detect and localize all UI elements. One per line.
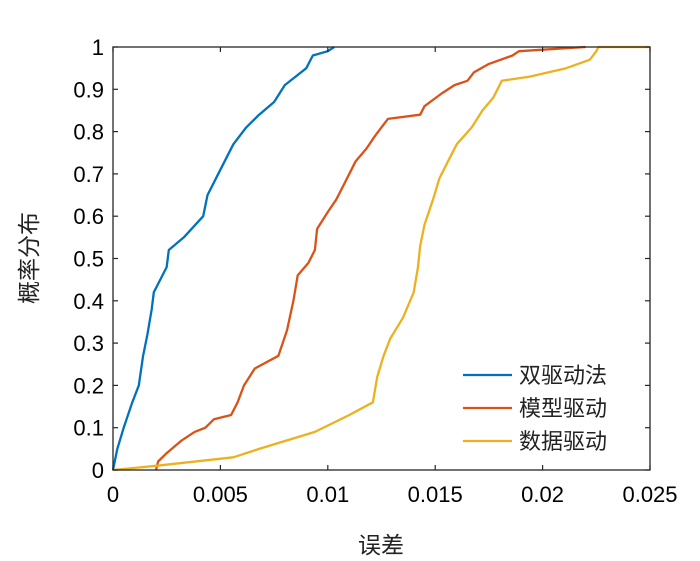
x-tick-label: 0.01	[306, 482, 349, 507]
y-tick-label: 0.6	[73, 204, 104, 229]
y-tick-label: 0.3	[73, 331, 104, 356]
legend-label-2: 模型驱动	[519, 397, 607, 422]
x-tick-label: 0.02	[521, 482, 564, 507]
series-line-3	[112, 45, 650, 472]
y-tick-label: 0.7	[73, 162, 104, 187]
legend-label-1: 双驱动法	[519, 364, 607, 389]
series-line-1	[111, 46, 335, 471]
y-tick-label: 0.2	[73, 373, 104, 398]
y-tick-label: 0.5	[73, 247, 104, 272]
series-layer	[111, 45, 650, 472]
y-tick-label: 0.1	[73, 416, 104, 441]
y-tick-label: 0.9	[73, 77, 104, 102]
y-axis-title: 概率分布	[17, 212, 43, 304]
y-tick-label: 0.8	[73, 120, 104, 145]
y-tick-label: 0.4	[73, 289, 104, 314]
series-line-2	[154, 45, 586, 471]
x-tick-label: 0	[107, 482, 119, 507]
ticks-layer: 0 0.005 0.01 0.015 0.02 0.025 0 0.1 0.2 0.3 0.4 0.5…	[73, 35, 677, 507]
y-tick-label: 0	[92, 458, 104, 483]
y-tick-label: 1	[92, 35, 104, 60]
x-tick-label: 0.015	[408, 482, 463, 507]
legend-label-3: 数据驱动	[519, 430, 607, 455]
x-axis-title: 误差	[358, 533, 404, 559]
x-tick-label: 0.025	[622, 482, 677, 507]
x-tick-label: 0.005	[193, 482, 248, 507]
